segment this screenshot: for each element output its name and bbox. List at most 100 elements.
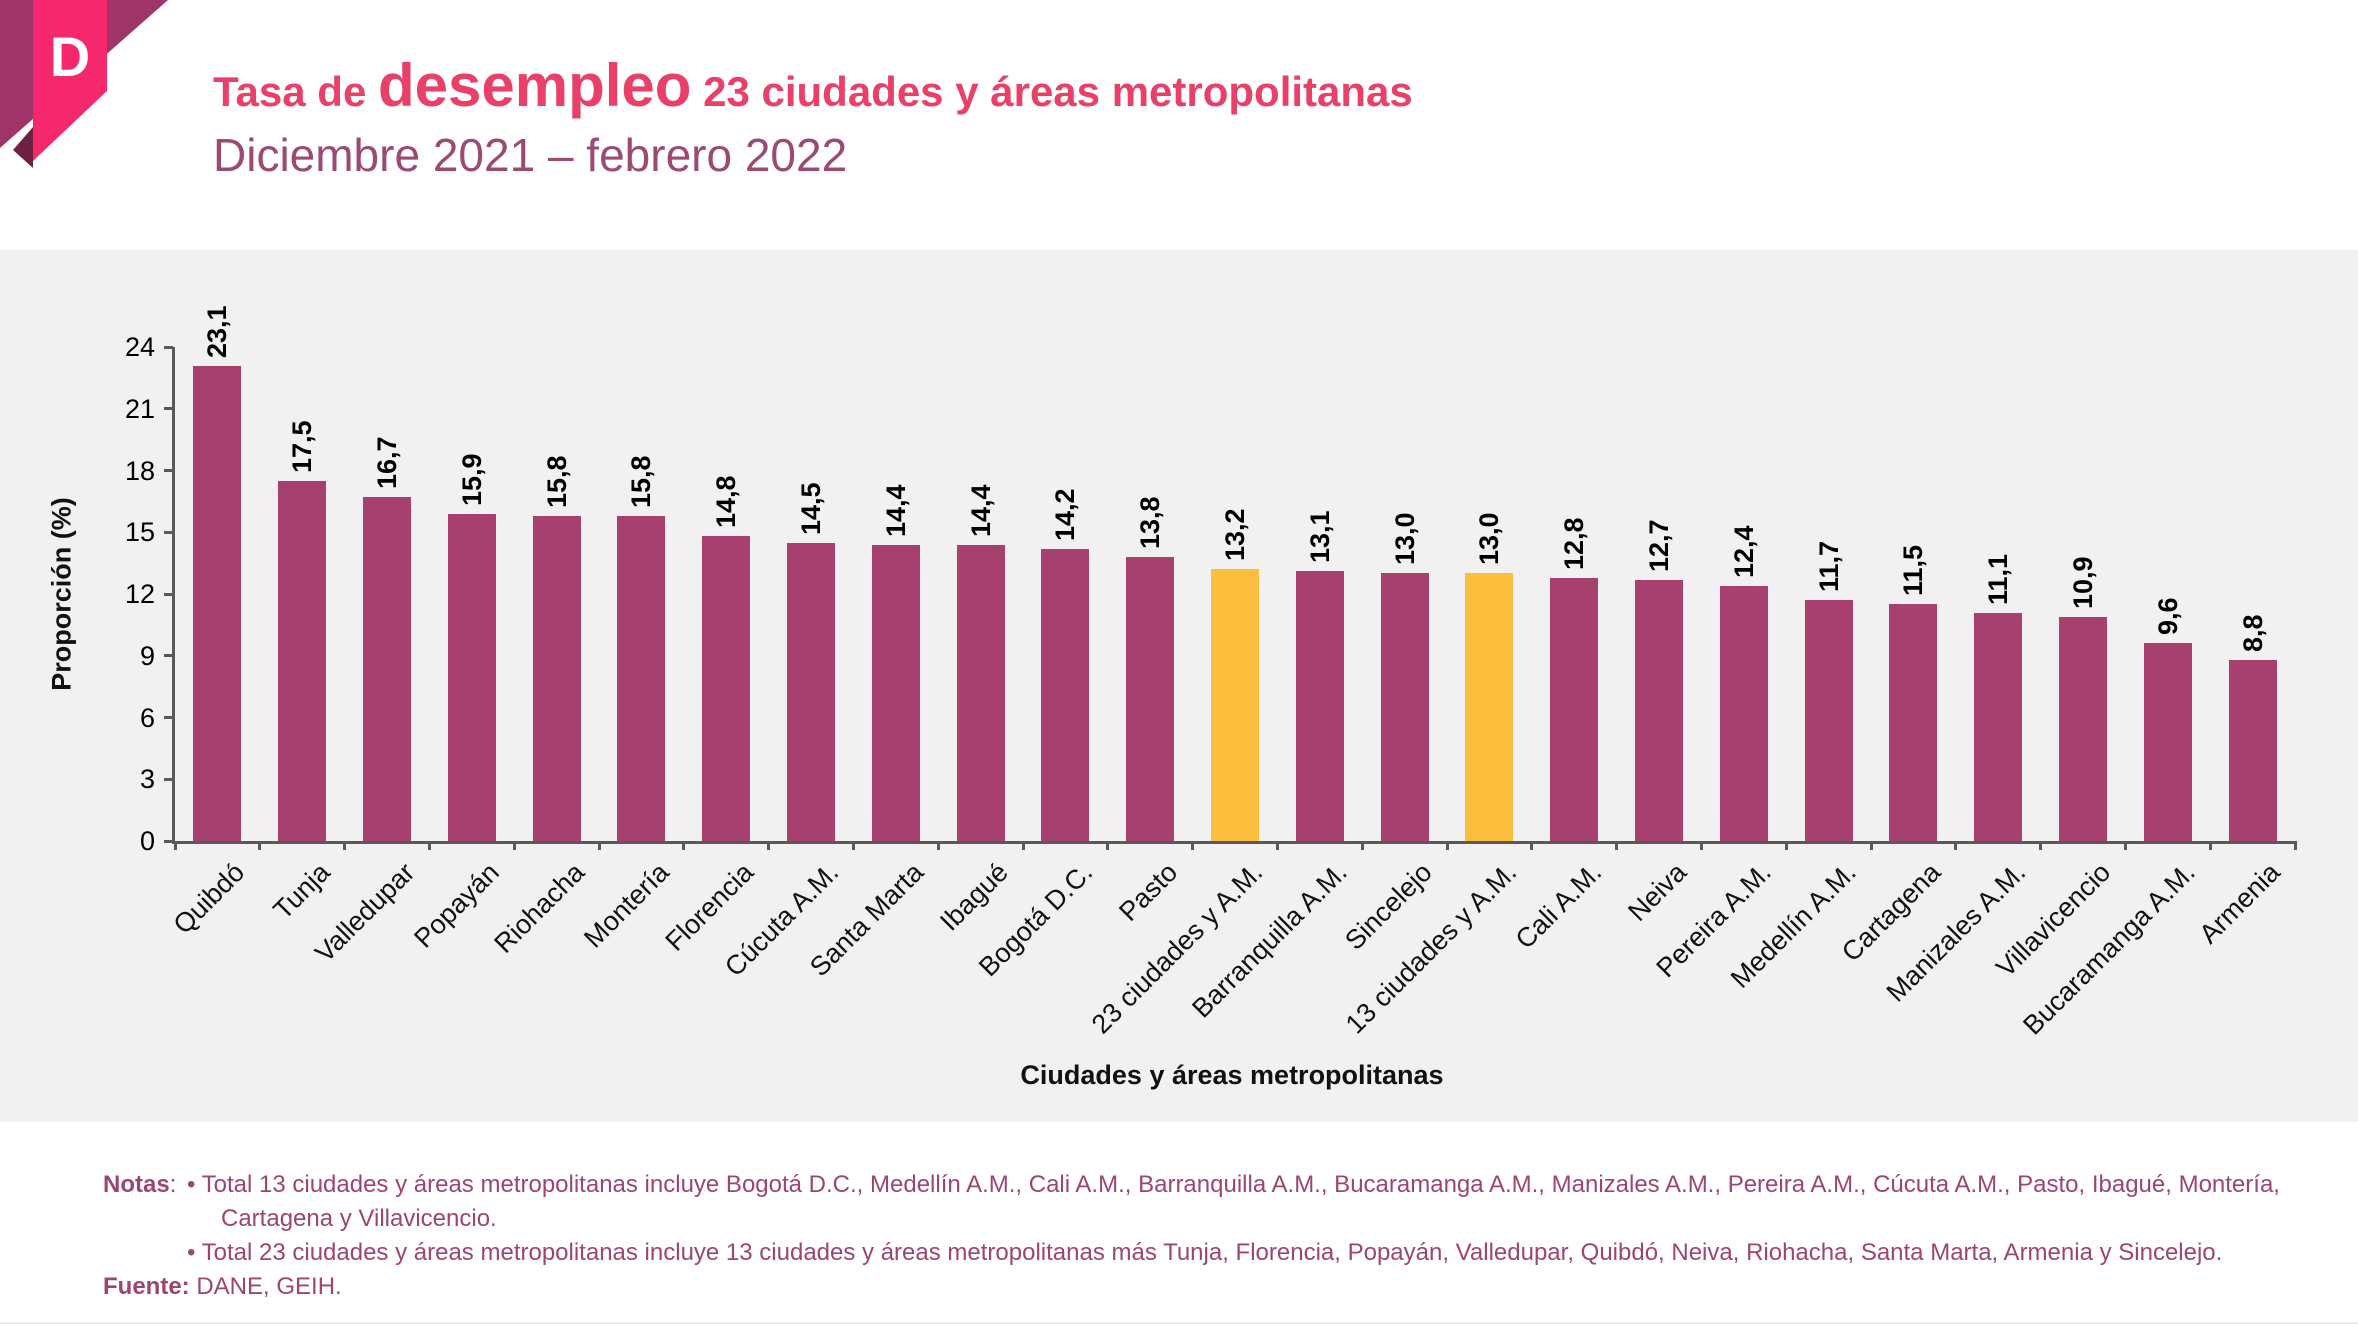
- category-label: Neiva: [1622, 857, 1693, 928]
- x-tick-mark: [2123, 841, 2127, 850]
- bar: [363, 497, 411, 841]
- x-tick-mark: [2208, 841, 2212, 850]
- x-tick-mark: [1954, 841, 1958, 850]
- bar-value-label: 12,8: [1559, 516, 1590, 570]
- y-tick-label: 21: [124, 393, 155, 424]
- bar-chart-plot: 0 3 6 9 12 15 18 21 24 23,1 Quibdó 17,5 Tunja 16,7 Val…: [125, 305, 2297, 1041]
- note-row-2: • Total 23 ciudades y áreas metropolitan…: [103, 1236, 2293, 1270]
- x-tick-mark: [173, 841, 177, 850]
- bar: [702, 536, 751, 841]
- y-tick-mark: [164, 654, 173, 658]
- bar: [1974, 612, 2023, 841]
- source-text: DANE, GEIH.: [189, 1273, 342, 1300]
- bar-value-label: 13,2: [1220, 508, 1250, 562]
- bar: [1465, 573, 1514, 841]
- bar-value-label: 23,1: [202, 304, 233, 358]
- category-label: Armenia: [2193, 857, 2286, 950]
- bar: [617, 515, 666, 841]
- bar-value-label: 14,4: [880, 484, 911, 537]
- y-tick-label: 24: [124, 332, 155, 362]
- bar: [2143, 643, 2192, 841]
- y-tick-mark: [164, 469, 173, 472]
- bar: [1719, 585, 1768, 841]
- x-tick-mark: [936, 841, 940, 850]
- title-emphasis: desempleo: [377, 52, 692, 119]
- category-label: Pasto: [1113, 857, 1184, 928]
- bar-value-label: 12,7: [1644, 519, 1674, 572]
- bar: [1889, 604, 1938, 841]
- chart-panel: Proporción (%) 0 3 6 9 12 15 18 21 24 23,1 Quibdó 1…: [0, 250, 2358, 1122]
- note-bullet-2: • Total 23 ciudades y áreas metropolitan…: [187, 1239, 2223, 1266]
- y-tick-label: 18: [124, 455, 155, 486]
- bar: [2228, 659, 2277, 841]
- category-label: Montería: [578, 857, 675, 954]
- y-tick-mark: [164, 592, 173, 596]
- bar: [1126, 556, 1175, 841]
- bar: [1211, 569, 1259, 841]
- bar-value-label: 9,6: [2152, 597, 2183, 636]
- x-tick-mark: [1784, 841, 1788, 850]
- bar: [787, 542, 835, 841]
- bar-value-label: 10,9: [2068, 556, 2098, 609]
- y-tick-label: 12: [124, 579, 155, 609]
- bar: [871, 544, 920, 841]
- x-tick-mark: [1869, 841, 1873, 850]
- x-tick-mark: [427, 841, 431, 850]
- notes-section: Notas: • Total 13 ciudades y áreas metro…: [103, 1168, 2293, 1304]
- bar-value-label: 11,7: [1813, 541, 1844, 593]
- bar-value-label: 14,5: [796, 481, 826, 535]
- y-tick-label: 6: [139, 702, 155, 733]
- y-tick-mark: [164, 839, 173, 843]
- y-axis-title: Proporción (%): [46, 497, 77, 691]
- bar-value-label: 8,8: [2237, 614, 2268, 652]
- x-tick-mark: [1191, 841, 1195, 850]
- x-axis-title: Ciudades y áreas metropolitanas: [1020, 1060, 1444, 1090]
- category-label: Cali A.M.: [1509, 857, 1608, 955]
- x-tick-mark: [2039, 841, 2043, 850]
- category-label: Ibagué: [934, 857, 1014, 937]
- bar-value-label: 14,8: [711, 475, 742, 529]
- category-label: Tunja: [267, 857, 336, 926]
- bar: [1380, 573, 1429, 841]
- bar: [1804, 600, 1853, 841]
- bar-value-label: 13,0: [1474, 512, 1505, 566]
- logo-shadow-triangle: [13, 127, 33, 168]
- x-tick-mark: [682, 841, 686, 850]
- x-tick-mark: [343, 841, 347, 850]
- bar-value-label: 16,7: [372, 436, 402, 490]
- category-label: Quibdó: [167, 857, 251, 940]
- category-label: Barranquilla A.M.: [1186, 857, 1354, 1024]
- x-tick-mark: [1360, 841, 1364, 850]
- bar: [1635, 579, 1683, 841]
- bar: [532, 515, 581, 841]
- logo-pink-ribbon: [33, 0, 107, 161]
- source-row: Fuente: DANE, GEIH.: [103, 1270, 2293, 1304]
- bar-value-label: 11,1: [1983, 553, 2014, 605]
- bar-value-label: 12,4: [1728, 525, 1759, 578]
- bar-value-label: 15,9: [456, 453, 487, 506]
- bar: [1041, 548, 1090, 841]
- title-prefix: Tasa de: [213, 68, 378, 115]
- y-tick-mark: [164, 407, 173, 411]
- bar-value-label: 13,1: [1304, 510, 1335, 564]
- y-tick-label: 15: [124, 517, 155, 548]
- bar-value-label: 17,5: [287, 420, 318, 473]
- y-tick-label: 0: [139, 826, 155, 856]
- bar-value-label: 13,8: [1135, 496, 1166, 549]
- x-tick-mark: [1530, 841, 1534, 850]
- header: Tasa de desempleo 23 ciudades y áreas me…: [213, 56, 1413, 181]
- x-tick-mark: [1021, 841, 1025, 850]
- dane-logo: D: [0, 0, 168, 168]
- x-tick-mark: [851, 841, 855, 850]
- y-tick-mark: [164, 345, 173, 349]
- y-tick-mark: [164, 777, 173, 781]
- note-bullet-1: • Total 13 ciudades y áreas metropolitan…: [187, 1171, 2280, 1232]
- y-tick-mark: [164, 716, 173, 719]
- y-tick-mark: [164, 530, 173, 534]
- x-tick-mark: [1615, 841, 1619, 850]
- x-tick-mark: [512, 841, 516, 850]
- y-tick-label: 9: [139, 640, 155, 671]
- bar-value-label: 15,8: [626, 455, 657, 508]
- x-tick-mark: [1106, 841, 1110, 850]
